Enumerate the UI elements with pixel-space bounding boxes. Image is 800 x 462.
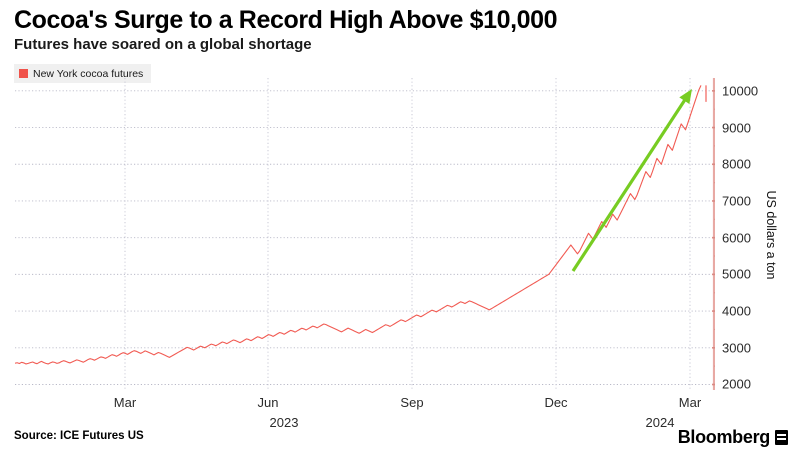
y-axis-tick-label: 4000 [722,303,751,319]
y-axis-tick-label: 8000 [722,156,751,172]
trend-arrow-shaft [571,95,689,272]
line-chart-svg [15,78,715,390]
brand-wordmark: Bloomberg [677,427,771,447]
source-note: Source: ICE Futures US [14,430,144,442]
y-axis-tick-label: 5000 [722,266,751,282]
y-axis-tick-label: 6000 [722,230,751,246]
trend-arrow-head-icon [679,89,692,105]
y-axis-tick-label: 2000 [722,376,751,392]
bloomberg-branding: Bloomberg [678,427,788,448]
y-axis-tick-label: 3000 [722,340,751,356]
x-axis-year-label: 2024 [645,415,675,430]
x-axis-year-label: 2023 [269,415,299,430]
page-title: Cocoa's Surge to a Record High Above $10… [14,6,558,34]
x-axis-tick-label: Mar [678,395,702,410]
x-axis-tick-label: Sep [400,395,424,410]
y-axis-tick-label: 10000 [722,83,759,99]
y-axis-tick-label: 7000 [722,193,751,209]
x-axis-tick-labels: Mar Jun Sep Dec Mar 2023 2024 [0,395,800,435]
y-axis-tick-label: 9000 [722,120,751,136]
y-axis-tick-labels: 2000 3000 4000 5000 6000 7000 8000 9000 10000 [722,78,778,392]
chart-subtitle: Futures have soared on a global shortage [14,36,312,53]
x-axis-tick-label: Jun [257,395,279,410]
bloomberg-logo-icon [775,430,788,445]
chart-legend: New York cocoa futures [14,64,152,83]
x-axis-tick-label: Dec [544,395,568,410]
y-axis-title: US dollars a ton [764,190,778,280]
plot-area [15,78,715,390]
x-axis-tick-label: Mar [113,395,137,410]
legend-label: New York cocoa futures [33,67,144,80]
data-series-line [15,85,702,365]
legend-swatch-icon [19,69,28,78]
